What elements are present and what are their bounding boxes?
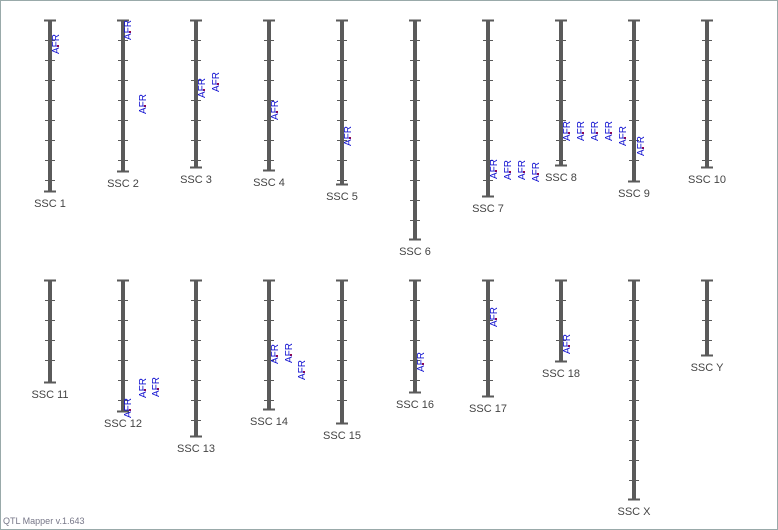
qtl-label: AFR [343, 126, 354, 146]
chromosome [340, 280, 344, 424]
qtl-marker [276, 111, 278, 113]
qtl-marker [495, 318, 497, 320]
qtl-marker [203, 89, 205, 91]
qtl-label: AFR [489, 307, 500, 327]
chromosome-label: SSC 16 [396, 399, 434, 411]
qtl-marker [217, 83, 219, 85]
qtl-label: AFR [636, 136, 647, 156]
qtl-marker [157, 388, 159, 390]
qtl-label: AFR [618, 126, 629, 146]
qtl-label: AFR [123, 20, 134, 40]
qtl-marker [596, 132, 598, 134]
qtl-marker [537, 173, 539, 175]
qtl-marker [303, 371, 305, 373]
chromosome [632, 280, 636, 500]
chromosome-label: SSC 14 [250, 416, 288, 428]
qtl-label: AFR [138, 378, 149, 398]
qtl-label: AFR [531, 162, 542, 182]
chromosome [705, 280, 709, 356]
qtl-marker [276, 355, 278, 357]
qtl-label: AFR [562, 334, 573, 354]
qtl-marker [582, 132, 584, 134]
chromosome-label: SSC 1 [34, 198, 66, 210]
qtl-label: AFR [284, 343, 295, 363]
chromosome [486, 280, 490, 397]
qtl-marker [642, 147, 644, 149]
chromosome [194, 280, 198, 437]
chromosome-label: SSC 9 [618, 188, 650, 200]
chromosome [267, 280, 271, 410]
qtl-marker [624, 137, 626, 139]
qtl-label: AFR [590, 121, 601, 141]
qtl-marker [610, 132, 612, 134]
chromosome-label: SSC 3 [180, 174, 212, 186]
chromosome [705, 20, 709, 168]
qtl-marker [422, 363, 424, 365]
chromosome-label: SSC 7 [472, 203, 504, 215]
chromosome-label: SSC 5 [326, 191, 358, 203]
qtl-marker [129, 409, 131, 411]
qtl-label: AFR [576, 121, 587, 141]
qtl-label: AFR [197, 78, 208, 98]
chromosome-label: SSC 15 [323, 430, 361, 442]
qtl-label: AFR [123, 398, 134, 418]
qtl-marker [290, 354, 292, 356]
chromosome-label: SSC X [617, 506, 651, 518]
qtl-marker [129, 31, 131, 33]
qtl-marker [568, 345, 570, 347]
qtl-marker [144, 389, 146, 391]
qtl-label: AFR [270, 344, 281, 364]
chromosome [48, 20, 52, 192]
qtl-label: AFR [51, 34, 62, 54]
chromosome [340, 20, 344, 185]
chromosome [194, 20, 198, 168]
qtl-label: AFR [489, 159, 500, 179]
chromosome [121, 20, 125, 172]
chromosome-label: SSC 6 [399, 246, 431, 258]
qtl-label: AFR [517, 160, 528, 180]
qtl-marker [144, 105, 146, 107]
chromosome-label: SSC 18 [542, 368, 580, 380]
chromosome [413, 20, 417, 240]
qtl-label: AFR [151, 377, 162, 397]
chromosome [559, 20, 563, 166]
chromosome [48, 280, 52, 383]
chromosome-label: SSC 2 [107, 178, 139, 190]
chromosome [121, 280, 125, 412]
qtl-marker [349, 137, 351, 139]
chromosome-label: SSC 12 [104, 418, 142, 430]
qtl-marker [495, 170, 497, 172]
qtl-label: AFR [138, 94, 149, 114]
chromosome-label: SSC 10 [688, 174, 726, 186]
qtl-marker [509, 171, 511, 173]
qtl-label: AFR [270, 100, 281, 120]
qtl-label: AFR [604, 121, 615, 141]
chromosome-label: SSC 8 [545, 172, 577, 184]
chromosome [267, 20, 271, 171]
chromosome-label: SSC 17 [469, 403, 507, 415]
qtl-label: AFR [562, 121, 573, 141]
qtl-marker [523, 171, 525, 173]
chromosome-label: SSC 13 [177, 443, 215, 455]
qtl-marker [568, 132, 570, 134]
chromosome-label: SSC 11 [31, 389, 68, 401]
qtl-label: AFR [503, 160, 514, 180]
chromosome-label: SSC 4 [253, 177, 285, 189]
qtl-label: AFR [416, 352, 427, 372]
qtl-label: AFR [297, 360, 308, 380]
qtl-label: AFR [211, 72, 222, 92]
chromosome [486, 20, 490, 197]
qtl-marker [57, 45, 59, 47]
footer: QTL Mapper v.1.643 [3, 516, 85, 526]
chromosome-label: SSC Y [691, 362, 724, 374]
chromosome [413, 280, 417, 393]
